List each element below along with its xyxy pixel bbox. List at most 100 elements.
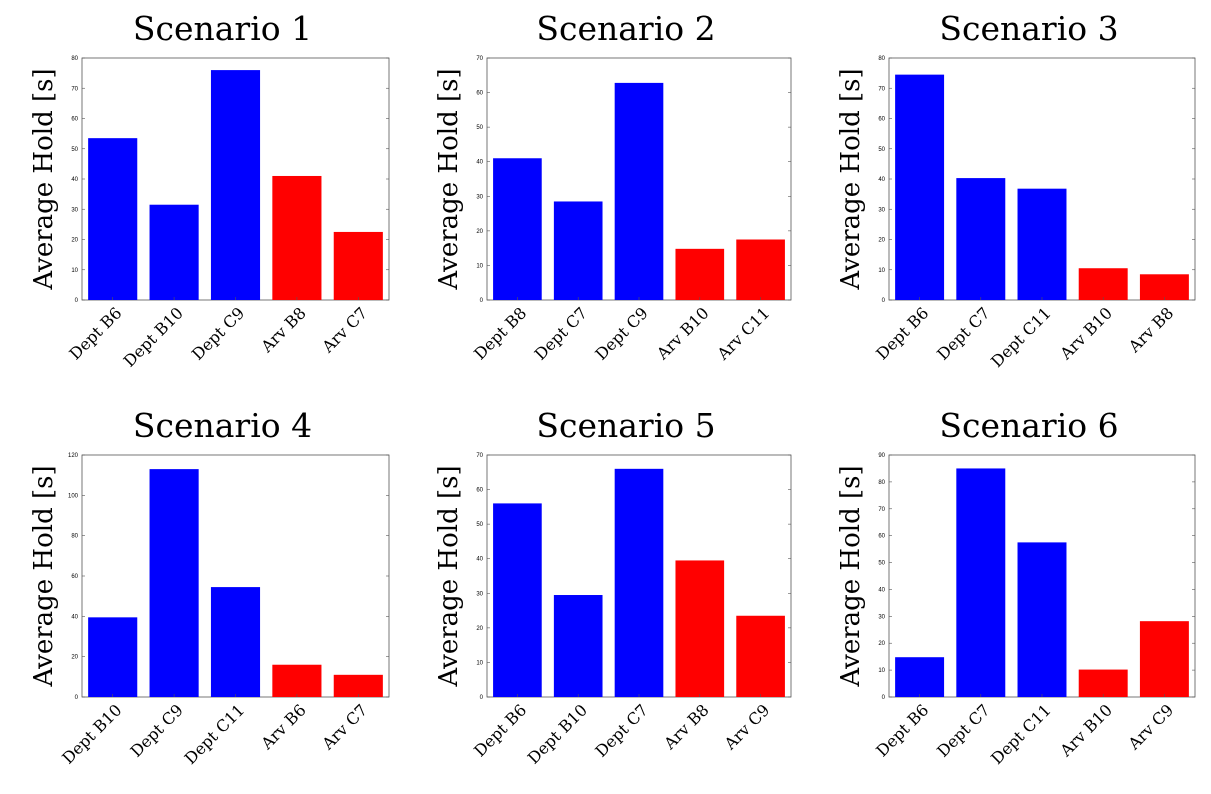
x-category-label: Dept C9 [591,303,651,363]
bar [1139,621,1189,697]
x-category-label: Arv C9 [1124,700,1178,754]
x-category-label: Dept C7 [591,700,651,760]
x-category-label: Dept B6 [872,700,932,760]
y-tick-label: 70 [476,56,483,62]
x-category-label: Arv B10 [1056,700,1116,760]
chart-panel-scenario-1: Scenario 1 Average Hold [s] 0 10 20 30 40 50 60 7… [0,0,405,397]
y-tick-label: 40 [878,587,885,593]
bar [210,70,261,300]
x-category-label: Arv C11 [713,303,774,364]
x-category-label: Dept B8 [470,303,530,363]
y-axis-label: Average Hold [s] [836,465,866,687]
x-category-label: Arv B10 [1056,303,1116,363]
y-tick-label: 10 [71,268,78,274]
y-tick-label: 0 [480,695,484,701]
bar [1078,669,1128,697]
chart-panel-scenario-5: Scenario 5 Average Hold [s] 0 10 20 30 40 50 60 7… [405,397,807,794]
y-tick-label: 40 [71,614,78,620]
y-tick-label: 20 [71,238,78,244]
bar [675,248,725,300]
bar-chart: Scenario 2 Average Hold [s] 0 10 20 30 40 50 60 7… [434,9,792,364]
y-tick-label: 70 [71,86,78,92]
x-category-label: Arv B10 [652,303,712,363]
y-axis-label: Average Hold [s] [434,465,464,687]
chart-title: Scenario 5 [536,406,715,445]
y-tick-label: 10 [476,660,483,666]
y-tick-label: 10 [878,668,885,674]
y-tick-label: 0 [75,298,79,304]
x-category-label: Dept B10 [524,700,591,767]
y-tick-label: 0 [882,695,886,701]
bar [272,664,322,697]
x-category-label: Dept B6 [65,303,125,363]
bar [493,503,542,697]
x-category-label: Arv C7 [318,700,372,754]
y-tick-label: 40 [476,557,483,563]
chart-panel-scenario-2: Scenario 2 Average Hold [s] 0 10 20 30 40 50 60 7… [405,0,807,397]
bar [210,587,261,697]
x-category-label: Arv B8 [1124,303,1177,356]
y-tick-label: 60 [476,91,483,97]
bar [956,178,1006,300]
x-category-label: Dept B10 [58,700,125,767]
y-tick-label: 0 [480,298,484,304]
chart-title: Scenario 1 [133,9,312,48]
y-tick-label: 70 [878,86,885,92]
x-category-label: Dept C11 [987,700,1055,768]
y-tick-label: 50 [476,125,483,131]
x-category-label: Dept C9 [126,700,186,760]
y-tick-label: 100 [68,493,79,499]
y-tick-label: 30 [878,614,885,620]
bar [493,158,542,300]
x-category-label: Arv C9 [720,700,774,754]
y-tick-label: 60 [71,574,78,580]
bar [553,201,603,300]
y-tick-label: 60 [476,488,483,494]
bar [895,74,945,300]
bar [736,239,785,300]
bar [149,469,199,697]
y-tick-label: 40 [71,177,78,183]
bar [1078,268,1128,300]
bar [333,674,383,697]
bar [1017,542,1067,697]
y-tick-label: 0 [75,695,79,701]
y-tick-label: 30 [878,207,885,213]
bar-chart: Scenario 4 Average Hold [s] 0 20 40 60 80 100 12… [29,406,390,768]
chart-panel-scenario-3: Scenario 3 Average Hold [s] 0 10 20 30 40 50 60 7… [807,0,1211,397]
bar [736,615,785,697]
y-tick-label: 50 [878,147,885,153]
y-tick-label: 60 [71,117,78,123]
x-category-label: Dept C7 [933,303,993,363]
bar [614,82,664,301]
y-axis-label: Average Hold [s] [29,465,59,687]
y-tick-label: 60 [878,534,885,540]
x-category-label: Arv B8 [659,700,712,753]
y-tick-label: 80 [71,56,78,62]
bar [1017,188,1067,300]
bar [614,468,664,697]
y-tick-label: 50 [476,522,483,528]
y-tick-label: 10 [878,268,885,274]
y-tick-label: 40 [476,160,483,166]
chart-title: Scenario 3 [939,9,1118,48]
x-category-label: Dept C11 [987,303,1055,371]
x-category-label: Dept B10 [120,303,187,370]
y-tick-label: 30 [71,207,78,213]
y-tick-label: 20 [476,229,483,235]
bar [88,617,138,697]
bar-chart: Scenario 3 Average Hold [s] 0 10 20 30 40 50 60 7… [836,9,1196,371]
bar [1139,274,1189,300]
bar [333,231,383,300]
x-category-label: Dept B6 [872,303,932,363]
y-tick-label: 90 [878,453,885,459]
bar-chart: Scenario 1 Average Hold [s] 0 10 20 30 40 50 60 7… [29,9,390,371]
y-tick-label: 70 [878,507,885,513]
y-tick-label: 40 [878,177,885,183]
bar [675,560,725,697]
chart-title: Scenario 6 [939,406,1118,445]
bar-chart: Scenario 6 Average Hold [s] 0 10 20 30 40 50 60 7… [836,406,1196,768]
bar [149,204,199,300]
x-category-label: Arv C7 [318,303,372,357]
